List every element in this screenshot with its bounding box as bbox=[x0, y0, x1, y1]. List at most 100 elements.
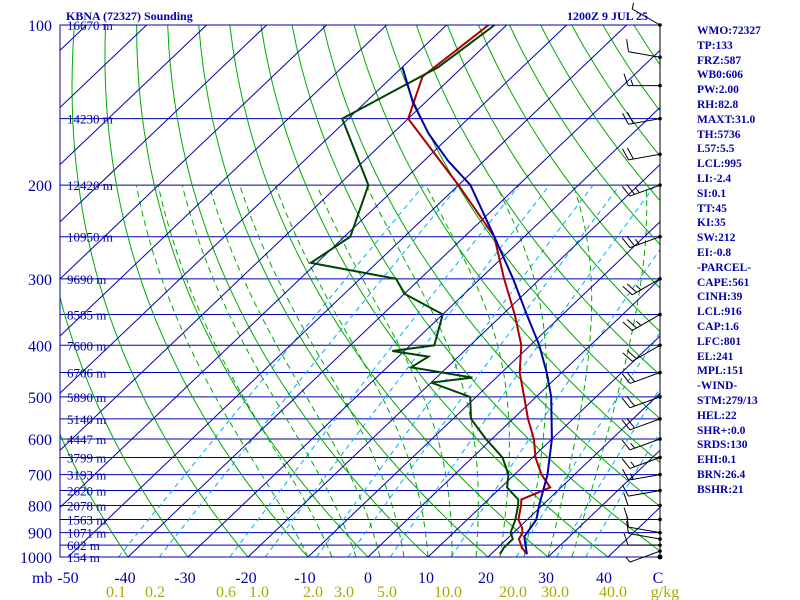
temp-label-1: -40 bbox=[114, 570, 135, 587]
wind-barb-15 bbox=[622, 312, 662, 331]
mixing-ratio-label-9: 30.0 bbox=[541, 584, 569, 600]
wind-barb-12 bbox=[621, 395, 662, 409]
moist-adiabat-34 bbox=[571, 185, 648, 557]
isotherm--90 bbox=[60, 25, 387, 337]
index-item-19: LCL:916 bbox=[697, 306, 742, 319]
wind-barb-22 bbox=[626, 39, 662, 60]
wind-barb-14 bbox=[622, 343, 662, 362]
wind-barb-3 bbox=[626, 520, 662, 541]
pressure-label-500: 500 bbox=[28, 390, 52, 407]
index-item-9: LCL:995 bbox=[697, 158, 742, 171]
isotherm-20 bbox=[487, 392, 660, 557]
isotherm--100 bbox=[60, 25, 327, 280]
isotherm--70 bbox=[60, 25, 507, 452]
temp-label-5: 0 bbox=[364, 570, 372, 587]
pressure-label-900: 900 bbox=[28, 526, 52, 543]
moist-adiabat-10 bbox=[274, 184, 429, 557]
wind-barb-19 bbox=[622, 147, 662, 161]
isotherm--30 bbox=[187, 106, 660, 557]
height-label-4: 2078 m bbox=[67, 498, 106, 513]
mixing-ratio-40 bbox=[585, 430, 660, 557]
mixing-ratio-tick-labels: 0.1 0.2 0.6 1.0 2.0 3.0 5.0 10.0 20.0 30.0 40.0 g/k… bbox=[106, 584, 679, 600]
dry-adiabat--40 bbox=[60, 433, 129, 557]
index-item-14: SW:212 bbox=[697, 232, 736, 245]
mixing-ratio-label-0: 0.1 bbox=[106, 584, 126, 600]
wind-barb-16 bbox=[622, 277, 662, 296]
isotherm--110 bbox=[60, 25, 267, 223]
wind-barb-11 bbox=[621, 417, 662, 431]
dry-adiabat-110 bbox=[477, 25, 660, 289]
moist-adiabat-26 bbox=[495, 184, 548, 557]
pressure-label-700: 700 bbox=[28, 468, 52, 485]
dry-adiabat-60 bbox=[322, 25, 660, 508]
isotherm--20 bbox=[247, 163, 660, 557]
index-item-8: L57:5.5 bbox=[697, 143, 735, 156]
mixing-ratio-lines bbox=[118, 184, 660, 557]
pressure-label-200: 200 bbox=[28, 178, 52, 195]
wind-barb-5 bbox=[623, 507, 662, 522]
index-item-24: -WIND- bbox=[697, 380, 738, 393]
dry-adiabat-40 bbox=[260, 25, 609, 557]
mixing-ratio-10 bbox=[450, 248, 660, 557]
mixing-ratio-label-4: 2.0 bbox=[303, 584, 323, 600]
isotherm-30 bbox=[547, 449, 660, 557]
index-panel: WMO:72327 TP:133 FRZ:587 WB0:606 PW:2.00 RH:8… bbox=[697, 24, 797, 498]
moist-adiabat-18 bbox=[365, 184, 479, 557]
index-item-28: SRDS:130 bbox=[697, 439, 748, 452]
height-label-13: 8585 m bbox=[67, 307, 106, 322]
height-label-9: 5140 m bbox=[67, 412, 106, 427]
wind-barb-20 bbox=[622, 112, 662, 125]
temp-label-10: C bbox=[653, 570, 664, 587]
isotherm--50 bbox=[67, 25, 627, 557]
wind-barb-21 bbox=[623, 73, 662, 88]
wind-barb-9 bbox=[621, 455, 662, 469]
index-item-7: TH:5736 bbox=[697, 128, 741, 141]
pressure-label-300: 300 bbox=[28, 272, 52, 289]
dry-adiabat-120 bbox=[509, 25, 660, 246]
temp-label-2: -30 bbox=[174, 570, 195, 587]
index-item-6: MAXT:31.0 bbox=[697, 113, 756, 126]
moist-adiabat--6 bbox=[157, 184, 333, 557]
wind-barb-1 bbox=[625, 549, 662, 563]
index-item-12: TT:45 bbox=[697, 202, 727, 215]
index-item-10: LI:-2.4 bbox=[697, 172, 732, 185]
moist-adiabat-14 bbox=[316, 184, 453, 557]
index-item-26: HEL:22 bbox=[697, 409, 737, 422]
mixing-ratio-2 bbox=[316, 184, 594, 557]
isotherm--120 bbox=[60, 25, 207, 166]
dry-adiabat-50 bbox=[291, 25, 660, 552]
dry-adiabat--30 bbox=[60, 295, 189, 557]
height-label-8: 4447 m bbox=[67, 432, 106, 447]
pressure-label-800: 800 bbox=[28, 498, 52, 515]
index-item-1: TP:133 bbox=[697, 39, 733, 52]
index-item-22: EL:241 bbox=[697, 350, 734, 363]
dry-adiabat-10 bbox=[167, 25, 429, 557]
height-label-17: 14230 m bbox=[67, 112, 113, 127]
pressure-tick-labels: 100 200 300 400 500 600 700 800 900 1000 mb bbox=[20, 18, 52, 587]
moist-adiabat-30 bbox=[547, 184, 593, 557]
wind-barb-13 bbox=[621, 370, 662, 384]
height-label-18: 16670 m bbox=[67, 18, 113, 33]
height-label-0: 154 m bbox=[67, 550, 100, 565]
pressure-label-600: 600 bbox=[28, 432, 52, 449]
wind-barb-7 bbox=[622, 484, 662, 497]
wind-barb-23 bbox=[631, 2, 662, 27]
height-label-2: 1071 m bbox=[67, 526, 106, 541]
dry-adiabat-20 bbox=[198, 25, 489, 557]
mixing-ratio-label-6: 5.0 bbox=[377, 584, 397, 600]
isotherm--60 bbox=[60, 25, 567, 509]
station-title: KBNA (72327) Sounding bbox=[66, 9, 193, 23]
mixing-ratio-label-10: 40.0 bbox=[599, 584, 627, 600]
moist-adiabat-22 bbox=[425, 184, 510, 557]
temp-label-7: 20 bbox=[478, 570, 494, 587]
dry-adiabat--20 bbox=[71, 25, 249, 557]
mixing-ratio-0.6 bbox=[229, 184, 520, 557]
temp-label-9: 40 bbox=[596, 570, 612, 587]
height-label-12: 7600 m bbox=[67, 338, 106, 353]
wind-barb-10 bbox=[621, 437, 662, 451]
series-parcel bbox=[401, 66, 553, 555]
index-item-29: EHI:0.1 bbox=[697, 454, 737, 467]
wind-barb-17 bbox=[621, 234, 662, 249]
